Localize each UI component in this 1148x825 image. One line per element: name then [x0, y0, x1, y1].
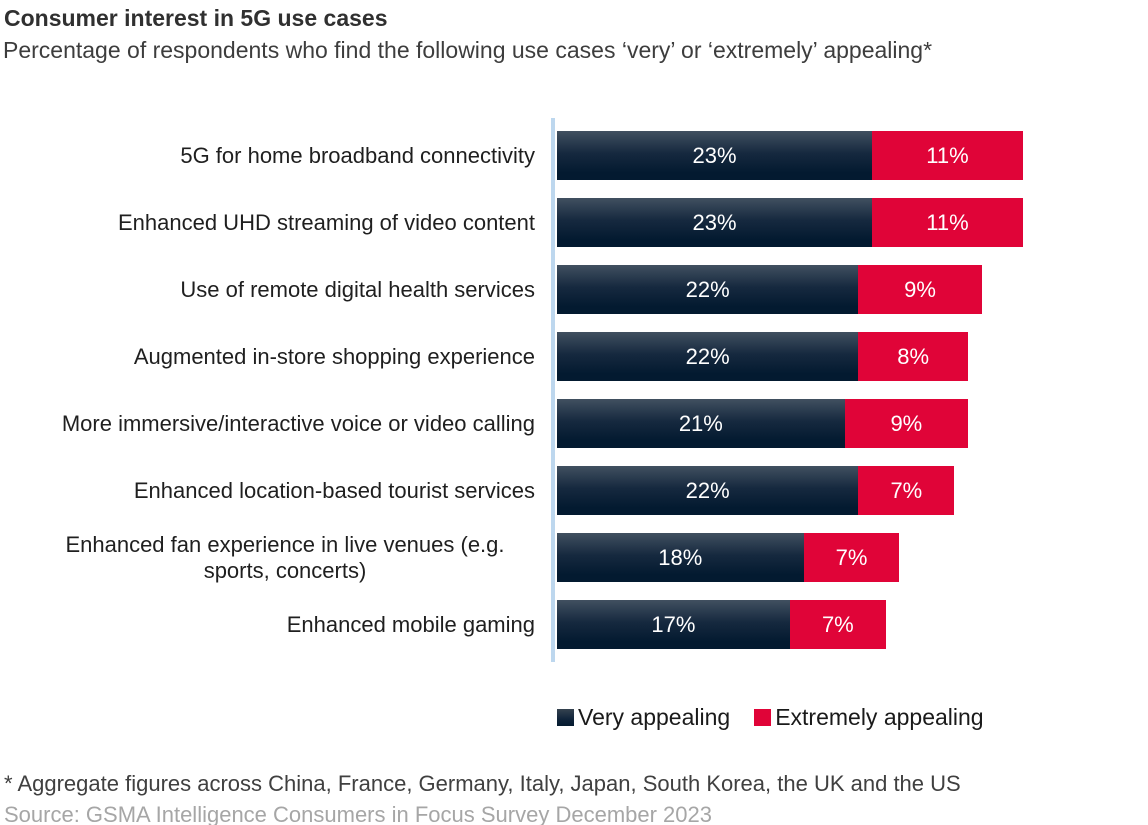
- bar-segment-extremely-appealing: 11%: [872, 131, 1023, 180]
- bar-stack: 18% 7%: [557, 533, 900, 582]
- category-label-text: Augmented in-store shopping experience: [133, 343, 535, 369]
- bar-segment-very-appealing: 18%: [557, 533, 804, 582]
- chart-row: Enhanced UHD streaming of video content 2…: [0, 198, 1148, 247]
- value-label: 7%: [835, 544, 868, 570]
- category-label: Enhanced fan experience in live venues (…: [0, 532, 541, 584]
- category-label-text: 5G for home broadband connectivity: [180, 142, 535, 168]
- category-label: Enhanced location-based tourist services: [0, 478, 541, 504]
- value-label: 17%: [651, 611, 696, 637]
- category-axis-line: [551, 118, 555, 662]
- category-label: Use of remote digital health services: [0, 277, 541, 303]
- category-label: Enhanced UHD streaming of video content: [0, 210, 541, 236]
- category-label: Enhanced mobile gaming: [0, 612, 541, 638]
- chart-row: Augmented in-store shopping experience 22…: [0, 332, 1148, 381]
- value-label: 23%: [692, 142, 737, 168]
- bar-segment-very-appealing: 17%: [557, 600, 790, 649]
- value-label: 9%: [890, 410, 923, 436]
- bar-segment-very-appealing: 22%: [557, 332, 859, 381]
- bar-segment-very-appealing: 21%: [557, 399, 845, 448]
- bar-segment-very-appealing: 22%: [557, 466, 859, 515]
- chart-row: Use of remote digital health services 22%…: [0, 265, 1148, 314]
- category-label-text: Enhanced UHD streaming of video content: [117, 209, 535, 235]
- category-label-text: Enhanced fan experience in live venues (…: [65, 531, 505, 583]
- bar-stack: 21% 9%: [557, 399, 968, 448]
- bar-segment-extremely-appealing: 7%: [858, 466, 955, 515]
- bar-segment-very-appealing: 22%: [557, 265, 859, 314]
- page-title: Consumer interest in 5G use cases: [4, 5, 388, 31]
- legend-swatch-very-appealing: [557, 709, 574, 726]
- legend: Very appealing Extremely appealing: [557, 704, 984, 731]
- bar-stack: 22% 9%: [557, 265, 982, 314]
- legend-item-very-appealing: Very appealing: [557, 704, 730, 731]
- value-label: 22%: [685, 276, 730, 302]
- category-label-text: More immersive/interactive voice or vide…: [61, 410, 535, 436]
- bar-segment-extremely-appealing: 9%: [858, 265, 982, 314]
- legend-item-extremely-appealing: Extremely appealing: [754, 704, 984, 731]
- bar-stack: 22% 8%: [557, 332, 968, 381]
- bar-segment-very-appealing: 23%: [557, 131, 873, 180]
- page-subtitle: Percentage of respondents who find the f…: [3, 37, 933, 63]
- chart-row: Enhanced fan experience in live venues (…: [0, 532, 1148, 584]
- bar-stack: 23% 11%: [557, 198, 1023, 247]
- category-label: More immersive/interactive voice or vide…: [0, 411, 541, 437]
- value-label: 7%: [890, 477, 923, 503]
- legend-swatch-extremely-appealing: [754, 709, 772, 726]
- category-label-text: Enhanced location-based tourist services: [133, 477, 535, 503]
- chart-row: More immersive/interactive voice or vide…: [0, 399, 1148, 448]
- value-label: 22%: [685, 343, 730, 369]
- bar-stack: 23% 11%: [557, 131, 1023, 180]
- bar-segment-extremely-appealing: 9%: [844, 399, 968, 448]
- footnote-aggregate: * Aggregate figures across China, France…: [4, 771, 961, 796]
- category-label: Augmented in-store shopping experience: [0, 344, 541, 370]
- chart-row: Enhanced location-based tourist services…: [0, 466, 1148, 515]
- bar-stack: 22% 7%: [557, 466, 955, 515]
- category-label-text: Use of remote digital health services: [180, 276, 535, 302]
- bar-rows: 5G for home broadband connectivity 23% 11%…: [0, 131, 1148, 649]
- legend-label-very-appealing: Very appealing: [578, 704, 731, 730]
- chart-row: 5G for home broadband connectivity 23% 11%: [0, 131, 1148, 180]
- bar-segment-extremely-appealing: 7%: [789, 600, 886, 649]
- stacked-bar-chart: 5G for home broadband connectivity 23% 11%…: [0, 118, 1148, 662]
- bar-segment-extremely-appealing: 11%: [872, 198, 1023, 247]
- bar-segment-extremely-appealing: 8%: [858, 332, 968, 381]
- value-label: 21%: [678, 410, 723, 436]
- value-label: 11%: [926, 209, 969, 235]
- value-label: 23%: [692, 209, 737, 235]
- category-label: 5G for home broadband connectivity: [0, 143, 541, 169]
- value-label: 8%: [897, 343, 930, 369]
- legend-label-extremely-appealing: Extremely appealing: [775, 704, 984, 730]
- value-label: 9%: [904, 276, 936, 302]
- value-label: 18%: [658, 544, 703, 570]
- value-label: 7%: [821, 611, 854, 637]
- bar-stack: 17% 7%: [557, 600, 886, 649]
- value-label: 11%: [926, 142, 969, 168]
- footnote-source: Source: GSMA Intelligence Consumers in F…: [4, 802, 712, 825]
- value-label: 22%: [685, 477, 730, 503]
- bar-segment-very-appealing: 23%: [557, 198, 873, 247]
- category-label-text: Enhanced mobile gaming: [286, 611, 535, 637]
- chart-row: Enhanced mobile gaming 17% 7%: [0, 600, 1148, 649]
- bar-segment-extremely-appealing: 7%: [803, 533, 900, 582]
